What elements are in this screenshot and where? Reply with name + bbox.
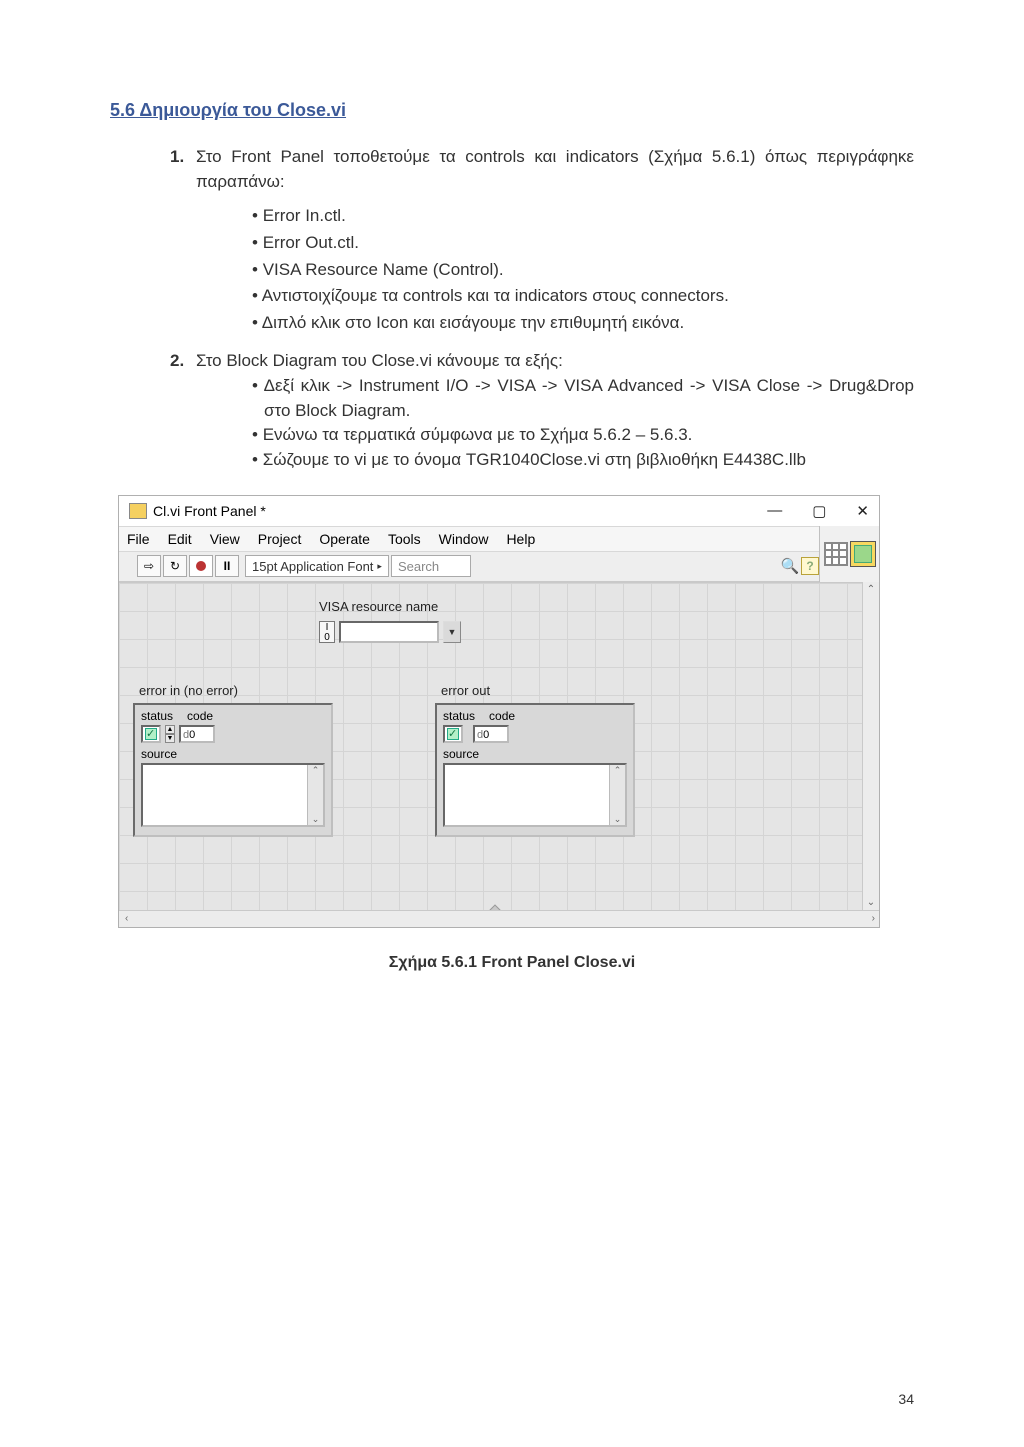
bullet-item: Διπλό κλικ στο Icon και εισάγουμε την επ…: [252, 311, 914, 336]
menu-help[interactable]: Help: [506, 531, 535, 547]
minimize-button[interactable]: —: [767, 502, 782, 520]
error-in-cluster[interactable]: status code ▲▼ d0 source ⌃⌄: [133, 703, 333, 837]
run-button[interactable]: ⇨: [137, 555, 161, 577]
help-icon[interactable]: ?: [801, 557, 819, 575]
step-2-text: Στο Block Diagram του Close.vi κάνουμε τ…: [196, 351, 563, 370]
visa-resource-control[interactable]: I 0 ▼: [319, 621, 461, 643]
bullet-item: Error In.ctl.: [252, 204, 914, 229]
visa-resource-label: VISA resource name: [319, 599, 438, 614]
scroll-right-icon[interactable]: ›: [872, 913, 875, 924]
code-value: d0: [473, 725, 509, 743]
menu-window[interactable]: Window: [439, 531, 489, 547]
step-1-number: 1.: [170, 145, 196, 170]
figure-caption: Σχήμα 5.6.1 Front Panel Close.vi: [110, 954, 914, 972]
status-checkbox[interactable]: [141, 725, 161, 743]
font-label: 15pt Application Font: [252, 559, 373, 574]
vi-icon[interactable]: [850, 541, 876, 567]
bullet-item: VISA Resource Name (Control).: [252, 258, 914, 283]
step-1-text: Στο Front Panel τοποθετούμε τα controls …: [196, 147, 914, 191]
textarea-scrollbar[interactable]: ⌃⌄: [609, 765, 625, 825]
code-spinner[interactable]: ▲▼: [165, 725, 175, 743]
status-label: status: [443, 709, 475, 723]
horizontal-scrollbar[interactable]: ‹ ›: [119, 910, 879, 927]
menu-project[interactable]: Project: [258, 531, 302, 547]
labview-logo-icon: [129, 503, 147, 519]
chevron-down-icon: ▸: [377, 561, 382, 572]
io-glyph-icon: I 0: [319, 621, 335, 643]
bullet-item: Αντιστοιχίζουμε τα controls και τα indic…: [252, 284, 914, 309]
page: 5.6 Δημιουργία του Close.vi 1.Στο Front …: [0, 0, 1024, 1447]
labview-window: Cl.vi Front Panel * — ▢ ✕ File Edit View…: [118, 495, 880, 928]
status-label: status: [141, 709, 173, 723]
code-value[interactable]: d0: [179, 725, 215, 743]
step-2-number: 2.: [170, 349, 196, 374]
toolbar: ⇨ ↻ II 15pt Application Font ▸ Search 🔍 …: [119, 552, 819, 582]
page-number: 34: [898, 1391, 914, 1407]
step-1: 1.Στο Front Panel τοποθετούμε τα control…: [170, 145, 914, 335]
maximize-button[interactable]: ▢: [812, 502, 826, 520]
abort-button[interactable]: [189, 555, 213, 577]
bullet-item: Δεξί κλικ -> Instrument I/O -> VISA -> V…: [252, 374, 914, 423]
body-content: 1.Στο Front Panel τοποθετούμε τα control…: [170, 145, 914, 473]
titlebar: Cl.vi Front Panel * — ▢ ✕: [119, 496, 879, 526]
search-icon[interactable]: 🔍: [781, 557, 799, 575]
front-panel-canvas[interactable]: VISA resource name I 0 ▼ error in (no er…: [119, 582, 862, 910]
menu-view[interactable]: View: [210, 531, 240, 547]
connector-pane[interactable]: [819, 526, 879, 582]
menu-tools[interactable]: Tools: [388, 531, 421, 547]
visa-resource-field[interactable]: [339, 621, 439, 643]
status-checkbox: [443, 725, 463, 743]
font-selector[interactable]: 15pt Application Font ▸: [245, 555, 389, 577]
code-label: code: [489, 709, 515, 723]
source-label: source: [141, 747, 325, 761]
menu-edit[interactable]: Edit: [168, 531, 192, 547]
bullet-item: Σώζουμε το vi με το όνομα TGR1040Close.v…: [252, 448, 914, 473]
error-out-cluster[interactable]: status code d0 source ⌃⌄: [435, 703, 635, 837]
menubar: File Edit View Project Operate Tools Win…: [119, 526, 819, 552]
menu-file[interactable]: File: [127, 531, 150, 547]
bullet-item: Ενώνω τα τερματικά σύμφωνα με το Σχήμα 5…: [252, 423, 914, 448]
step-2: 2.Στο Block Diagram του Close.vi κάνουμε…: [170, 349, 914, 472]
pause-button[interactable]: II: [215, 555, 239, 577]
menu-operate[interactable]: Operate: [319, 531, 370, 547]
scroll-left-icon[interactable]: ‹: [125, 913, 128, 924]
step-2-sub: Δεξί κλικ -> Instrument I/O -> VISA -> V…: [252, 374, 914, 473]
section-heading: 5.6 Δημιουργία του Close.vi: [110, 100, 914, 121]
run-continuously-button[interactable]: ↻: [163, 555, 187, 577]
source-label: source: [443, 747, 627, 761]
code-label: code: [187, 709, 213, 723]
step-1-bullets: Error In.ctl. Error Out.ctl. VISA Resour…: [252, 204, 914, 335]
bullet-item: Error Out.ctl.: [252, 231, 914, 256]
source-textarea[interactable]: ⌃⌄: [141, 763, 325, 827]
visa-dropdown-button[interactable]: ▼: [443, 621, 461, 643]
source-textarea: ⌃⌄: [443, 763, 627, 827]
close-button[interactable]: ✕: [856, 502, 869, 520]
error-out-label: error out: [441, 683, 490, 698]
textarea-scrollbar[interactable]: ⌃⌄: [307, 765, 323, 825]
connector-grid-icon: [824, 542, 848, 566]
error-in-label: error in (no error): [139, 683, 238, 698]
vertical-scrollbar[interactable]: ⌃ ⌄: [862, 582, 879, 910]
search-input[interactable]: Search: [391, 555, 471, 577]
window-title: Cl.vi Front Panel *: [153, 503, 266, 519]
